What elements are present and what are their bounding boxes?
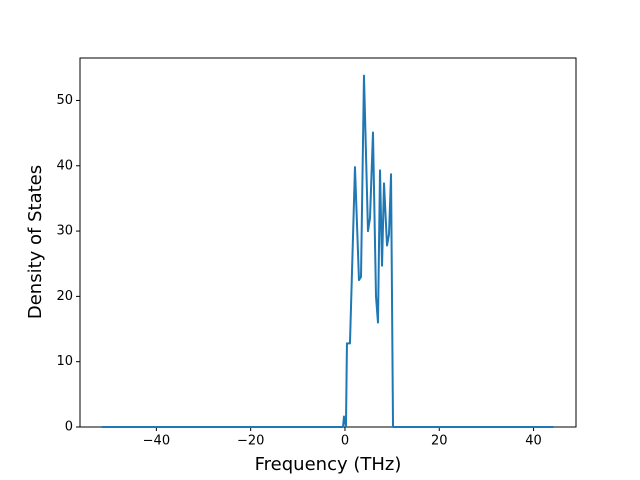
plot-frame — [79, 57, 577, 428]
y-tick-label: 20 — [56, 289, 73, 304]
x-tick-label: 20 — [431, 434, 448, 449]
y-tick-label: 10 — [56, 354, 73, 369]
x-tick-label: 0 — [341, 434, 349, 449]
data-line — [101, 74, 554, 428]
y-axis-label: Density of States — [25, 165, 46, 319]
x-tick-label: −40 — [143, 434, 170, 449]
x-axis-label: Frequency (THz) — [255, 454, 402, 475]
y-tick-label: 40 — [56, 158, 73, 173]
y-tick-label: 50 — [56, 93, 73, 108]
x-tick-label: 40 — [525, 434, 542, 449]
y-tick-label: 0 — [65, 420, 73, 435]
y-tick-label: 30 — [56, 224, 73, 239]
x-tick-label: −20 — [237, 434, 264, 449]
